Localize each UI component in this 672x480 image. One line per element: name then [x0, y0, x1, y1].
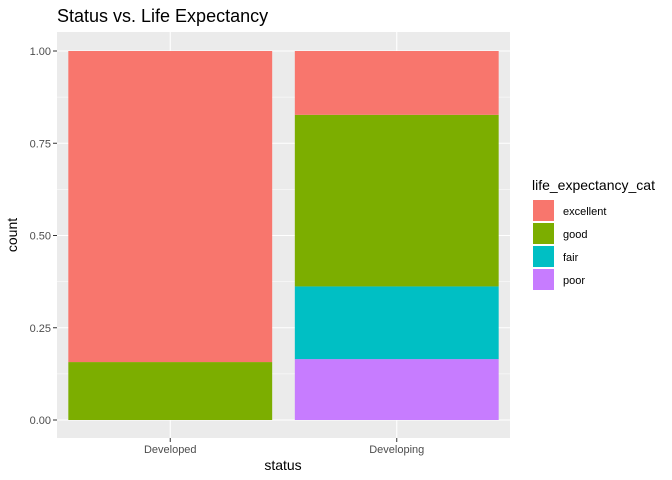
chart-title: Status vs. Life Expectancy [57, 6, 268, 26]
bar-good-developed [68, 362, 273, 420]
y-tick-label: 0.25 [30, 323, 51, 335]
legend-key-poor [533, 269, 554, 290]
x-tick-label: Developed [144, 444, 197, 456]
bar-good-developing [294, 114, 499, 287]
x-axis-title: status [264, 457, 301, 473]
legend: life_expectancy_cat excellent good fair poo… [532, 177, 655, 290]
legend-label-good: good [563, 229, 587, 241]
legend-label-fair: fair [563, 252, 579, 264]
x-axis-ticks: Developed Developing [144, 438, 424, 456]
y-tick-label: 0.00 [30, 415, 51, 427]
bar-fair-developing [294, 286, 499, 360]
y-axis-ticks: 0.00 0.25 0.50 0.75 1.00 [30, 46, 57, 427]
legend-key-excellent [533, 200, 554, 221]
legend-label-excellent: excellent [563, 206, 606, 218]
bar-excellent-developing [294, 51, 499, 115]
legend-label-poor: poor [563, 275, 585, 287]
y-tick-label: 0.50 [30, 231, 51, 243]
legend-key-fair [533, 246, 554, 267]
legend-title: life_expectancy_cat [532, 177, 655, 193]
y-axis-title: count [4, 218, 20, 252]
y-tick-label: 1.00 [30, 46, 51, 58]
bars [68, 51, 499, 420]
bar-poor-developing [294, 359, 499, 420]
x-tick-label: Developing [369, 444, 424, 456]
bar-excellent-developed [68, 51, 273, 363]
legend-key-good [533, 223, 554, 244]
y-tick-label: 0.75 [30, 138, 51, 150]
